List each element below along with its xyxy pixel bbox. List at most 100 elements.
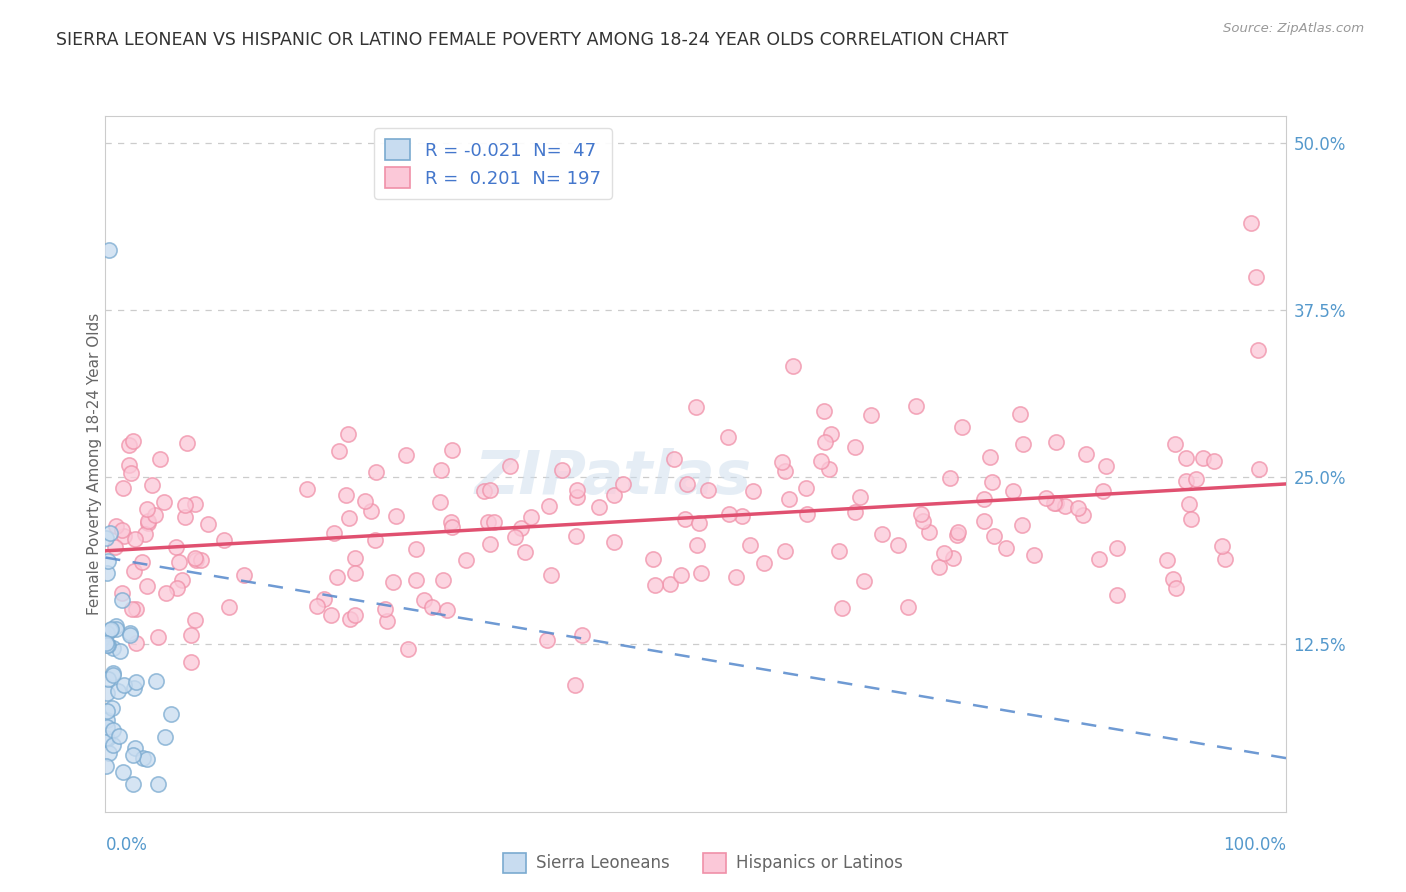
Point xyxy=(1107,588,1129,602)
Point xyxy=(96,626,118,640)
Point xyxy=(96,638,118,652)
Point xyxy=(432,573,454,587)
Point xyxy=(190,553,212,567)
Point xyxy=(94,532,117,546)
Point xyxy=(912,514,935,528)
Point xyxy=(174,509,197,524)
Point xyxy=(184,550,207,565)
Point xyxy=(107,684,129,698)
Point xyxy=(1067,500,1090,515)
Point xyxy=(454,553,477,567)
Point xyxy=(134,526,156,541)
Point xyxy=(860,409,883,423)
Point xyxy=(551,463,574,477)
Point xyxy=(100,622,122,636)
Point xyxy=(1045,435,1067,450)
Point xyxy=(1043,496,1066,510)
Point xyxy=(148,630,170,644)
Point xyxy=(112,528,135,542)
Point xyxy=(478,537,501,551)
Point xyxy=(94,635,117,649)
Point xyxy=(96,566,118,580)
Point xyxy=(904,400,927,414)
Point xyxy=(685,401,707,415)
Point xyxy=(98,746,121,760)
Point xyxy=(588,500,610,514)
Point xyxy=(498,458,520,473)
Point xyxy=(103,667,125,681)
Point xyxy=(950,420,973,434)
Point xyxy=(124,741,146,756)
Point xyxy=(1213,552,1236,566)
Point xyxy=(184,497,207,511)
Point xyxy=(132,750,155,764)
Point xyxy=(1156,553,1178,567)
Point xyxy=(136,515,159,529)
Point xyxy=(429,495,451,509)
Point xyxy=(738,538,761,552)
Point xyxy=(782,359,804,373)
Point xyxy=(96,686,118,700)
Point xyxy=(973,515,995,529)
Point xyxy=(382,575,405,590)
Point xyxy=(153,730,176,744)
Point xyxy=(831,600,853,615)
Point xyxy=(124,681,146,695)
Text: SIERRA LEONEAN VS HISPANIC OR LATINO FEMALE POVERTY AMONG 18-24 YEAR OLDS CORREL: SIERRA LEONEAN VS HISPANIC OR LATINO FEM… xyxy=(56,31,1008,49)
Point xyxy=(612,476,634,491)
Point xyxy=(981,475,1004,490)
Point xyxy=(176,436,198,450)
Point xyxy=(482,516,505,530)
Point xyxy=(180,655,202,669)
Point xyxy=(731,508,754,523)
Point xyxy=(1053,499,1076,513)
Point xyxy=(565,491,588,505)
Point xyxy=(983,529,1005,543)
Point xyxy=(183,613,205,627)
Point xyxy=(374,601,396,615)
Point xyxy=(110,523,132,537)
Point xyxy=(101,640,124,655)
Point xyxy=(135,752,157,766)
Point xyxy=(323,526,346,541)
Point xyxy=(97,672,120,686)
Point xyxy=(197,517,219,532)
Point xyxy=(1024,549,1046,563)
Point xyxy=(413,592,436,607)
Point xyxy=(770,455,793,469)
Point xyxy=(810,454,832,468)
Point xyxy=(385,508,408,523)
Point xyxy=(343,566,366,580)
Point xyxy=(510,521,533,535)
Point xyxy=(717,429,740,443)
Point xyxy=(405,573,427,587)
Point xyxy=(360,504,382,518)
Point xyxy=(105,619,128,633)
Point xyxy=(120,466,142,480)
Point xyxy=(537,500,560,514)
Point xyxy=(167,555,190,569)
Point xyxy=(339,612,361,626)
Point xyxy=(136,516,159,530)
Point xyxy=(844,440,866,454)
Point xyxy=(103,540,125,554)
Point xyxy=(97,554,120,568)
Point xyxy=(724,570,747,584)
Point xyxy=(335,488,357,502)
Text: ZIPatlas: ZIPatlas xyxy=(475,449,752,508)
Point xyxy=(1178,497,1201,511)
Point xyxy=(1008,407,1031,421)
Point xyxy=(1211,539,1233,553)
Point xyxy=(852,574,875,588)
Point xyxy=(166,581,188,595)
Point xyxy=(644,578,666,592)
Point xyxy=(928,560,950,574)
Point xyxy=(104,519,127,533)
Point xyxy=(887,538,910,552)
Point xyxy=(364,533,387,547)
Point xyxy=(118,458,141,473)
Point xyxy=(973,491,995,506)
Point xyxy=(773,544,796,558)
Point xyxy=(503,530,526,544)
Text: 0.0%: 0.0% xyxy=(105,836,148,854)
